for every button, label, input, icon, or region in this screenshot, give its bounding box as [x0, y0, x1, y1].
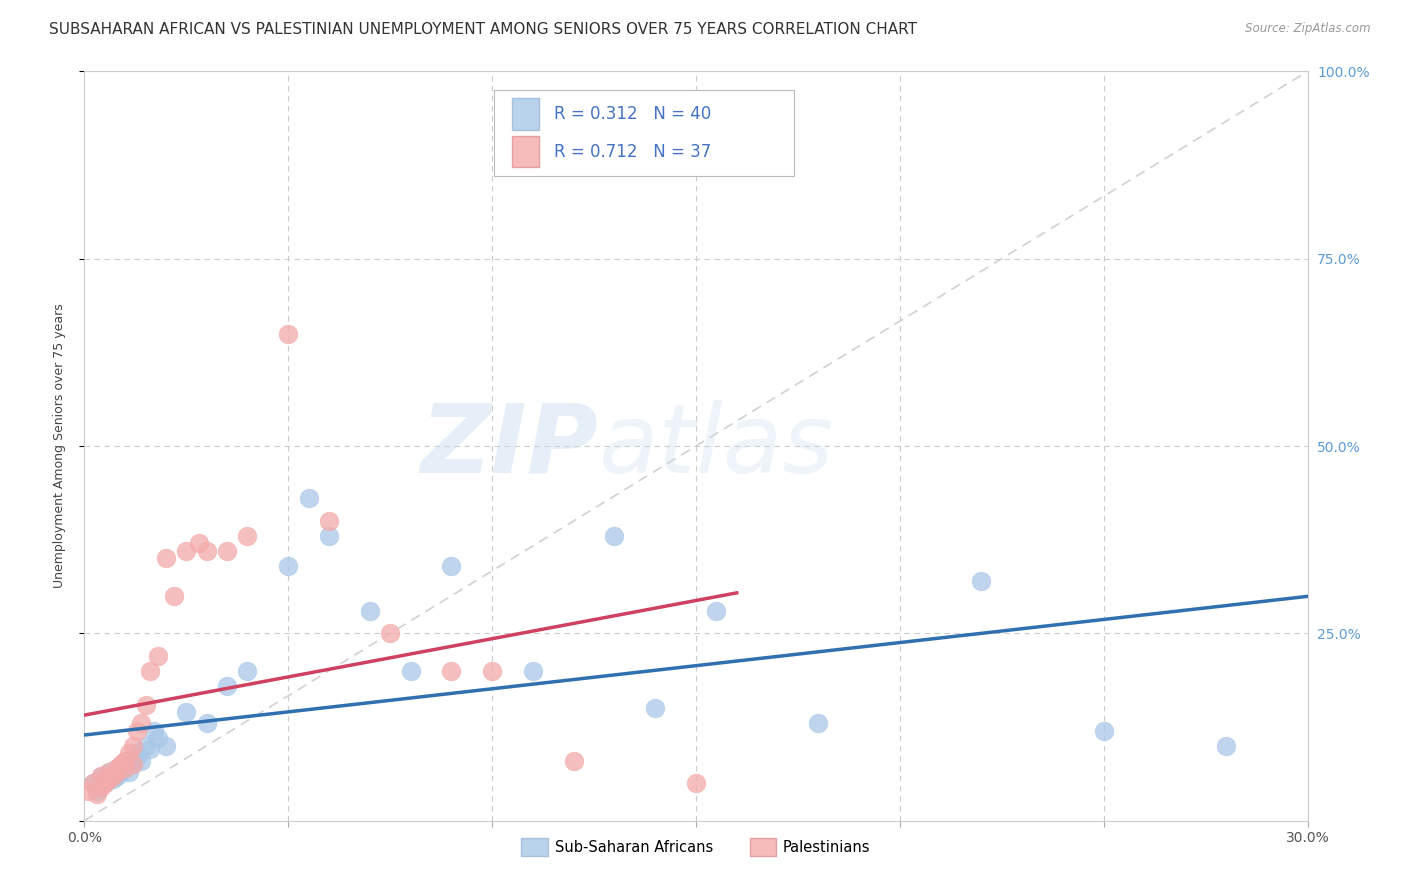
Point [298, 491, 321, 506]
Point [82, 776, 104, 790]
Point [114, 761, 136, 775]
Text: R = 0.712   N = 37: R = 0.712 N = 37 [554, 143, 711, 161]
Point [562, 754, 585, 768]
Point [522, 664, 544, 678]
Point [131, 716, 153, 731]
FancyBboxPatch shape [494, 90, 794, 177]
Point [86, 783, 108, 797]
Point [127, 746, 149, 760]
Text: SUBSAHARAN AFRICAN VS PALESTINIAN UNEMPLOYMENT AMONG SENIORS OVER 75 YEARS CORRE: SUBSAHARAN AFRICAN VS PALESTINIAN UNEMPL… [49, 22, 917, 37]
Point [93, 772, 115, 787]
Point [318, 514, 340, 528]
Point [217, 679, 239, 693]
Point [236, 664, 259, 678]
Point [380, 626, 402, 640]
Point [90, 769, 112, 783]
Point [706, 604, 728, 618]
Point [127, 723, 149, 738]
Point [135, 739, 157, 753]
Point [90, 769, 112, 783]
FancyBboxPatch shape [513, 98, 540, 130]
Point [187, 536, 209, 550]
FancyBboxPatch shape [513, 136, 540, 168]
Point [440, 558, 463, 573]
Point [93, 772, 115, 787]
Point [603, 529, 626, 543]
Point [138, 742, 160, 756]
Point [122, 757, 145, 772]
Point [277, 326, 299, 341]
Point [146, 731, 169, 746]
Point [174, 705, 197, 719]
Point [110, 757, 132, 772]
Point [195, 544, 218, 558]
Point [97, 764, 120, 779]
Text: ZIP: ZIP [420, 400, 598, 492]
Point [1092, 723, 1115, 738]
Point [174, 544, 197, 558]
Point [359, 604, 381, 618]
Point [155, 739, 177, 753]
Point [644, 701, 666, 715]
Point [138, 664, 160, 678]
Point [97, 764, 120, 779]
Point [93, 776, 115, 790]
Point [105, 764, 128, 779]
Point [101, 772, 124, 787]
Point [236, 529, 259, 543]
Point [146, 648, 169, 663]
Point [685, 776, 707, 790]
Point [101, 769, 124, 783]
Point [163, 589, 186, 603]
Point [122, 739, 145, 753]
Point [399, 664, 422, 678]
Point [82, 776, 104, 790]
Point [77, 783, 100, 797]
Point [1215, 739, 1237, 753]
Point [118, 746, 141, 760]
Point [86, 788, 108, 802]
Point [135, 698, 157, 712]
Point [142, 723, 165, 738]
Point [440, 664, 463, 678]
Point [127, 750, 149, 764]
Text: R = 0.312   N = 40: R = 0.312 N = 40 [554, 105, 711, 123]
Text: Source: ZipAtlas.com: Source: ZipAtlas.com [1246, 22, 1371, 36]
Point [90, 780, 112, 794]
Point [93, 776, 115, 790]
Point [481, 664, 503, 678]
Point [114, 761, 136, 775]
Point [114, 754, 136, 768]
Y-axis label: Unemployment Among Seniors over 75 years: Unemployment Among Seniors over 75 years [53, 303, 66, 589]
Point [105, 769, 128, 783]
Text: atlas: atlas [598, 400, 834, 492]
Point [114, 754, 136, 768]
Point [318, 529, 340, 543]
Point [110, 764, 132, 779]
Point [217, 544, 239, 558]
Point [122, 757, 145, 772]
Point [195, 716, 218, 731]
Point [277, 558, 299, 573]
Legend: Sub-Saharan Africans, Palestinians: Sub-Saharan Africans, Palestinians [516, 832, 876, 862]
Point [807, 716, 830, 731]
Point [970, 574, 993, 588]
Point [97, 772, 120, 787]
Point [131, 754, 153, 768]
Point [105, 761, 128, 775]
Point [155, 551, 177, 566]
Point [118, 764, 141, 779]
Point [105, 761, 128, 775]
